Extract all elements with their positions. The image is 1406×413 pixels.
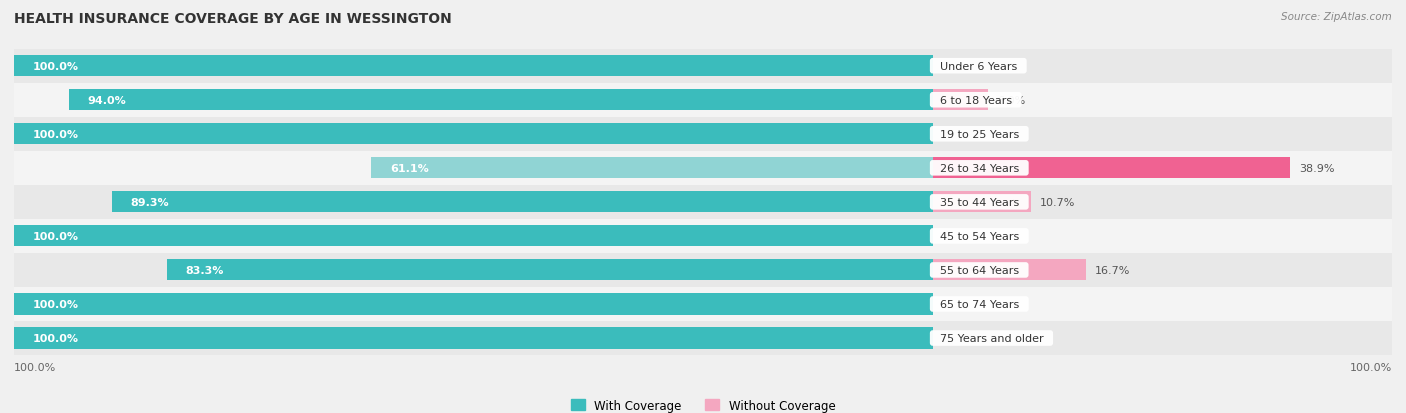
Bar (932, 90, 988, 111)
Bar (167, 260, 932, 281)
Text: 94.0%: 94.0% (87, 95, 127, 105)
Text: 6 to 18 Years: 6 to 18 Years (932, 95, 1019, 105)
Text: 65 to 74 Years: 65 to 74 Years (932, 299, 1026, 309)
Text: 16.7%: 16.7% (1095, 265, 1130, 275)
Bar (14, 294, 932, 315)
Bar (14, 50, 1392, 83)
Bar (371, 158, 932, 179)
Legend: With Coverage, Without Coverage: With Coverage, Without Coverage (565, 394, 841, 413)
Bar (14, 219, 1392, 253)
Text: 100.0%: 100.0% (32, 62, 79, 71)
Bar (14, 287, 1392, 321)
Text: 100.0%: 100.0% (32, 231, 79, 241)
Text: 83.3%: 83.3% (186, 265, 224, 275)
Text: 100.0%: 100.0% (32, 129, 79, 140)
Bar (14, 56, 932, 77)
Text: 6.0%: 6.0% (997, 95, 1025, 105)
Bar (14, 124, 932, 145)
Text: 26 to 34 Years: 26 to 34 Years (932, 164, 1026, 173)
Bar (932, 158, 1289, 179)
Text: 75 Years and older: 75 Years and older (932, 333, 1050, 343)
Text: 38.9%: 38.9% (1299, 164, 1334, 173)
Text: 55 to 64 Years: 55 to 64 Years (932, 265, 1026, 275)
Text: 100.0%: 100.0% (1350, 362, 1392, 372)
Bar (14, 253, 1392, 287)
Bar (112, 192, 932, 213)
Text: Under 6 Years: Under 6 Years (932, 62, 1024, 71)
Text: 19 to 25 Years: 19 to 25 Years (932, 129, 1026, 140)
Text: 61.1%: 61.1% (389, 164, 429, 173)
Text: 45 to 54 Years: 45 to 54 Years (932, 231, 1026, 241)
Bar (14, 117, 1392, 152)
Bar (14, 185, 1392, 219)
Bar (932, 192, 1031, 213)
Text: 100.0%: 100.0% (14, 362, 56, 372)
Bar (14, 328, 932, 349)
Bar (69, 90, 932, 111)
Text: HEALTH INSURANCE COVERAGE BY AGE IN WESSINGTON: HEALTH INSURANCE COVERAGE BY AGE IN WESS… (14, 12, 451, 26)
Bar (14, 152, 1392, 185)
Text: 89.3%: 89.3% (131, 197, 169, 207)
Bar (14, 226, 932, 247)
Text: 100.0%: 100.0% (32, 299, 79, 309)
Text: 10.7%: 10.7% (1040, 197, 1076, 207)
Bar (14, 321, 1392, 355)
Text: Source: ZipAtlas.com: Source: ZipAtlas.com (1281, 12, 1392, 22)
Bar (932, 260, 1085, 281)
Text: 35 to 44 Years: 35 to 44 Years (932, 197, 1026, 207)
Bar (14, 83, 1392, 117)
Text: 100.0%: 100.0% (32, 333, 79, 343)
